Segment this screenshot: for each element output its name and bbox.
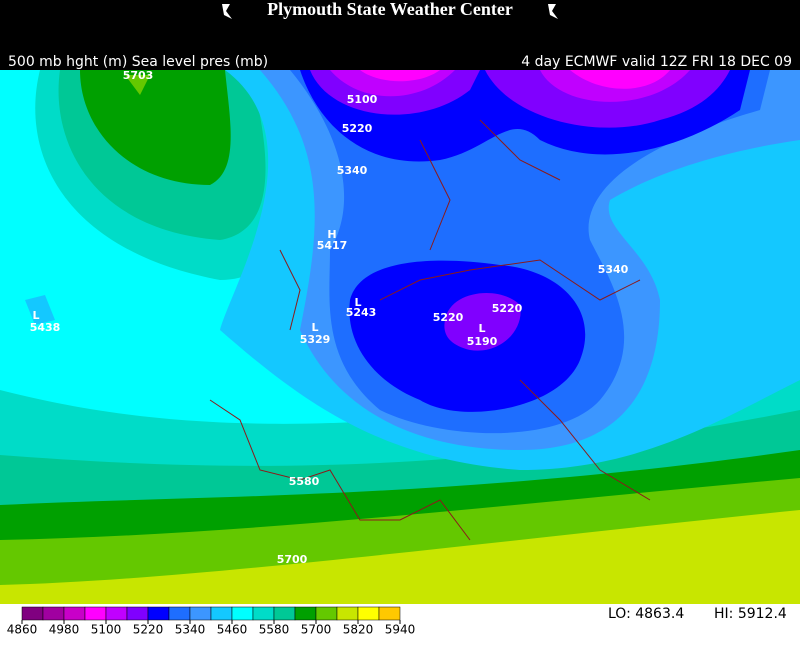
- band: [25, 295, 55, 325]
- contour-label: 5700: [277, 553, 308, 566]
- contour-label: 5329: [300, 333, 331, 346]
- legend-swatch: [252, 606, 275, 621]
- contour-label: L: [478, 322, 485, 335]
- contour-label: 5190: [467, 335, 498, 348]
- legend-tick-label: 5100: [91, 623, 122, 637]
- map: [0, 70, 800, 605]
- legend-tick-label: 5340: [175, 623, 206, 637]
- subtitle-right: 4 day ECMWF valid 12Z FRI 18 DEC 09: [521, 54, 792, 70]
- contour-label: 5340: [337, 164, 368, 177]
- contour-label: 5220: [492, 302, 523, 315]
- legend-tick-label: 5460: [217, 623, 248, 637]
- subtitle-left: 500 mb hght (m) Sea level pres (mb): [8, 54, 268, 70]
- legend-swatch: [315, 606, 338, 621]
- band: [125, 75, 150, 95]
- legend-swatch: [231, 606, 254, 621]
- contour-label: 5703: [123, 69, 154, 82]
- hi-value: HI: 5912.4: [714, 606, 787, 622]
- band: [444, 293, 521, 351]
- legend-tick-label: 4980: [49, 623, 80, 637]
- coastline: [209, 119, 651, 541]
- legend-swatch: [168, 606, 191, 621]
- legend-swatch: [21, 606, 44, 621]
- contour-label: 5100: [347, 93, 378, 106]
- legend-swatch: [357, 606, 380, 621]
- legend-swatch: [294, 606, 317, 621]
- title: Plymouth State Weather Center: [267, 0, 513, 19]
- legend-swatch: [189, 606, 212, 621]
- contour-label: 5220: [433, 311, 464, 324]
- contour-label: 5340: [598, 263, 629, 276]
- lo-value: LO: 4863.4: [608, 606, 684, 622]
- contour-label: H: [327, 228, 336, 241]
- contour-label: L: [354, 296, 361, 309]
- contour-label: L: [311, 321, 318, 334]
- legend-swatch: [105, 606, 128, 621]
- contour-label: 5438: [30, 321, 61, 334]
- legend-swatch: [126, 606, 149, 621]
- legend-tick-label: 5700: [301, 623, 332, 637]
- legend-swatch: [273, 606, 296, 621]
- contour-label: 5417: [317, 239, 348, 252]
- legend-swatch: [210, 606, 233, 621]
- legend-swatch: [84, 606, 107, 621]
- contour-label: 5580: [289, 475, 320, 488]
- legend-swatch: [147, 606, 170, 621]
- contour-label: 5243: [346, 306, 377, 319]
- legend-tick-label: 5940: [385, 623, 416, 637]
- contour-label: L: [32, 309, 39, 322]
- legend-tick-label: 5580: [259, 623, 290, 637]
- band: [80, 70, 231, 185]
- legend-swatch: [42, 606, 65, 621]
- contour-label: 5220: [342, 122, 373, 135]
- legend-tick-label: 5820: [343, 623, 374, 637]
- legend-swatch: [378, 606, 401, 621]
- legend-swatch: [336, 606, 359, 621]
- legend-tick-label: 5220: [133, 623, 164, 637]
- legend-swatch: [63, 606, 86, 621]
- band: [360, 70, 670, 89]
- legend-tick-label: 4860: [7, 623, 38, 637]
